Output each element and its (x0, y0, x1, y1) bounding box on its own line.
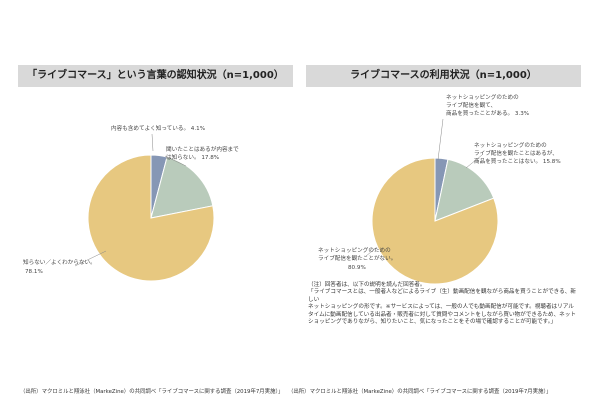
leader-line-0-2 (74, 250, 107, 267)
slice-label-0-1: 聞いたことはあるが内容までは知らない。 17.8% (166, 145, 239, 161)
awareness-chart-title: 「ライブコマース」という言葉の認知状況（n=1,000） (18, 65, 293, 87)
pie-slice-0-1 (150, 156, 214, 219)
awareness-pie-chart: 内容も含めてよく知っている。 4.1% 聞いたことはあるが内容までは知らない。 1… (23, 124, 239, 282)
pie-slice-1-1 (434, 158, 495, 222)
slice-label-0-2: 知らない／よくわからない。 78.1% (23, 258, 96, 275)
awareness-chart-panel: 「ライブコマース」という言葉の認知状況（n=1,000） 内容も含めてよく知って… (18, 65, 293, 395)
usage-chart-panel: ライブコマースの利用状況（n=1,000） ネットショッピングのためのライブ配信… (288, 65, 581, 395)
pie-slice-1-2 (371, 157, 499, 285)
usage-source-note: （出所）マクロミルと翔泳社（MarkeZine）の共同調べ「ライブコマースに関す… (288, 389, 552, 395)
usage-chart-title: ライブコマースの利用状況（n=1,000） (306, 65, 581, 87)
slice-label-1-2: ネットショッピングのためのライブ配信を観たことがない。 80.9% (318, 246, 396, 271)
leader-line-1-1 (465, 154, 483, 169)
slice-label-1-0: ネットショッピングのためのライブ配信を観て、商品を買ったことがある。 3.3% (446, 93, 529, 117)
leader-line-0-1 (164, 155, 187, 167)
usage-footnote: （注）回答者は、以下の説明を読んだ回答者。 「ライブコマースとは、一般者人などに… (308, 282, 576, 326)
leader-line-1-0 (437, 118, 444, 161)
usage-pie-chart: ネットショッピングのためのライブ配信を観て、商品を買ったことがある。 3.3% ネ… (318, 93, 561, 285)
slice-label-0-0: 内容も含めてよく知っている。 4.1% (111, 124, 205, 132)
leader-line-0-0 (151, 133, 154, 152)
pie-slice-0-2 (87, 154, 215, 282)
leader-line-1-2 (365, 247, 377, 257)
slice-label-1-1: ネットショッピングのためのライブ配信を観たことはあるが、商品を買ったことはない。… (474, 141, 561, 165)
awareness-source-note: （出所）マクロミルと翔泳社（MarkeZine）の共同調べ「ライブコマースに関す… (20, 389, 284, 395)
